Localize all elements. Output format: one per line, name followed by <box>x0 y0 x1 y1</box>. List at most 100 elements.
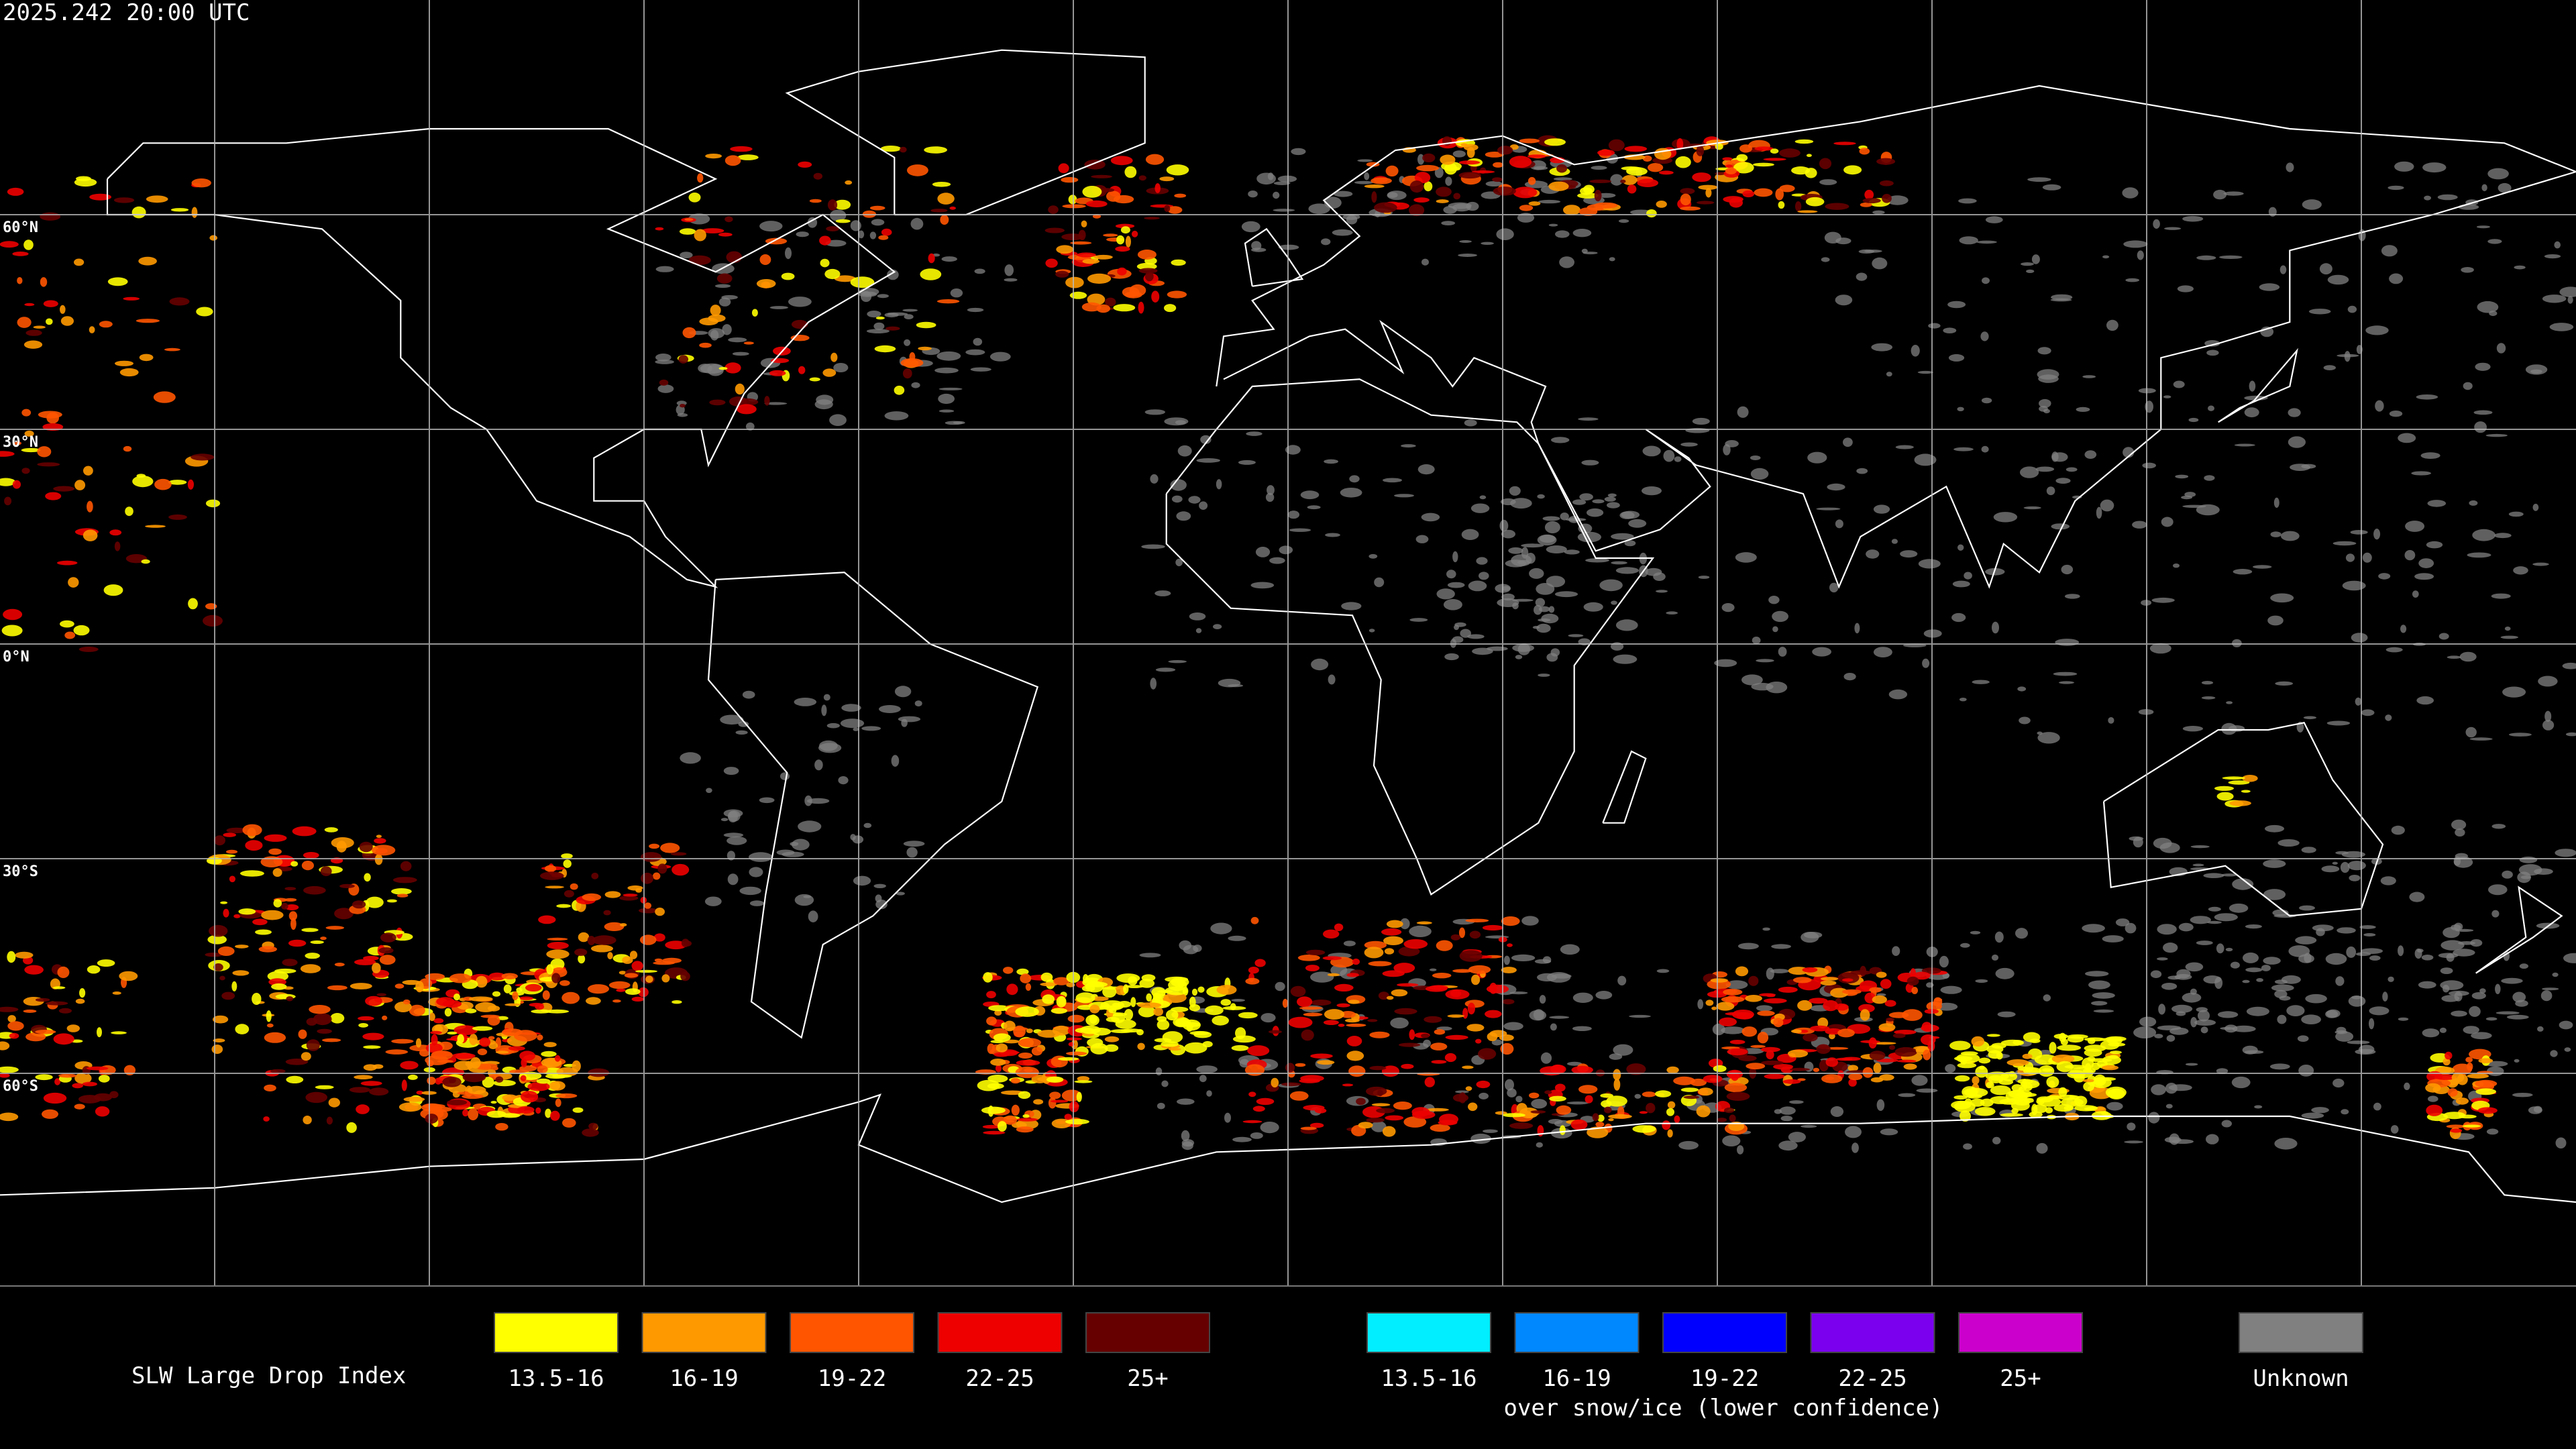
cloud-speck <box>1572 499 1587 505</box>
cloud-speck <box>1714 659 1737 667</box>
cloud-speck <box>2325 953 2347 965</box>
cloud-speck <box>462 1093 484 1099</box>
cloud-speck <box>1592 499 1605 504</box>
cloud-speck <box>1273 209 1295 212</box>
cloud-speck <box>1479 572 1489 580</box>
cloud-speck <box>487 1016 500 1026</box>
cloud-speck <box>453 1061 474 1071</box>
cloud-speck <box>950 288 963 298</box>
cloud-speck <box>1454 625 1459 631</box>
cloud-speck <box>350 983 372 989</box>
cloud-speck <box>271 983 287 990</box>
cloud-speck <box>213 963 223 971</box>
cloud-speck <box>1080 1025 1101 1034</box>
cloud-speck <box>792 839 810 851</box>
cloud-speck <box>1309 1122 1324 1128</box>
coastline <box>2102 722 2384 917</box>
cloud-speck <box>1199 1075 1207 1083</box>
legend-swatch <box>1662 1312 1787 1353</box>
cloud-speck <box>2115 918 2130 926</box>
cloud-speck <box>58 1073 77 1078</box>
cloud-speck <box>624 973 639 978</box>
cloud-speck <box>1458 160 1481 165</box>
cloud-speck <box>1458 927 1466 938</box>
cloud-speck <box>1568 634 1584 637</box>
cloud-speck <box>2046 486 2055 496</box>
cloud-speck <box>35 998 50 1002</box>
cloud-speck <box>401 1079 407 1091</box>
cloud-speck <box>2512 1093 2533 1097</box>
cloud-speck <box>78 1095 101 1104</box>
coastline <box>0 1093 2576 1203</box>
cloud-speck <box>1046 1076 1064 1083</box>
cloud-speck <box>1716 1002 1735 1011</box>
cloud-speck <box>1876 971 1887 978</box>
cloud-speck <box>1716 1118 1727 1122</box>
cloud-speck <box>1305 949 1326 955</box>
cloud-speck <box>1750 468 1769 480</box>
cloud-speck <box>360 1081 382 1086</box>
cloud-speck <box>1553 177 1572 181</box>
cloud-speck <box>4 496 12 506</box>
cloud-speck <box>502 1094 518 1102</box>
cloud-speck <box>1199 501 1208 510</box>
cloud-speck <box>1975 1065 1988 1078</box>
cloud-speck <box>1033 1099 1044 1105</box>
cloud-speck <box>873 883 886 889</box>
cloud-speck <box>74 1104 85 1110</box>
cloud-speck <box>74 1072 92 1084</box>
cloud-speck <box>1137 1002 1162 1008</box>
cloud-speck <box>1472 647 1493 655</box>
cloud-speck <box>1923 1049 1931 1061</box>
cloud-speck <box>2286 162 2294 172</box>
cloud-speck <box>9 1032 19 1039</box>
cloud-speck <box>12 480 21 489</box>
cloud-speck <box>688 193 701 203</box>
cloud-speck <box>1680 1087 1699 1092</box>
cloud-speck <box>170 208 189 212</box>
cloud-speck <box>861 726 881 731</box>
cloud-speck <box>2486 1128 2499 1135</box>
cloud-speck <box>525 983 542 991</box>
cloud-speck <box>366 896 384 908</box>
cloud-speck <box>255 929 272 935</box>
cloud-speck <box>1750 455 1761 460</box>
cloud-speck <box>225 849 238 854</box>
cloud-speck <box>231 981 237 991</box>
cloud-speck <box>35 1074 53 1081</box>
cloud-speck <box>1864 250 1882 253</box>
cloud-speck <box>1597 1114 1605 1122</box>
cloud-speck <box>1958 198 1977 204</box>
cloud-speck <box>1400 918 1410 930</box>
cloud-speck <box>655 360 674 364</box>
cloud-speck <box>2385 647 2403 653</box>
cloud-speck <box>45 1001 68 1006</box>
cloud-speck <box>1653 572 1666 581</box>
cloud-speck <box>2500 635 2518 639</box>
cloud-speck <box>1460 143 1468 147</box>
cloud-speck <box>1279 545 1293 555</box>
cloud-speck <box>2534 868 2553 875</box>
cloud-speck <box>252 993 262 1005</box>
cloud-speck <box>1507 943 1513 947</box>
cloud-speck <box>2441 995 2460 1002</box>
cloud-speck <box>0 1041 10 1051</box>
cloud-speck <box>282 959 298 967</box>
cloud-speck <box>869 205 885 211</box>
cloud-speck <box>2513 566 2528 575</box>
cloud-speck <box>1947 301 1966 309</box>
cloud-speck <box>824 268 841 280</box>
cloud-speck <box>1697 999 1704 1010</box>
cloud-speck <box>66 1024 80 1032</box>
cloud-speck <box>582 893 602 901</box>
cloud-speck <box>2067 1036 2084 1043</box>
cloud-speck <box>1723 989 1743 996</box>
cloud-speck <box>1646 209 1657 218</box>
cloud-speck <box>2463 1026 2479 1034</box>
coastline <box>1244 227 1304 287</box>
cloud-speck <box>346 1122 357 1133</box>
cloud-speck <box>2446 953 2455 962</box>
cloud-speck <box>2369 955 2381 961</box>
cloud-speck <box>2254 1105 2263 1109</box>
cloud-speck <box>1847 1065 1858 1071</box>
